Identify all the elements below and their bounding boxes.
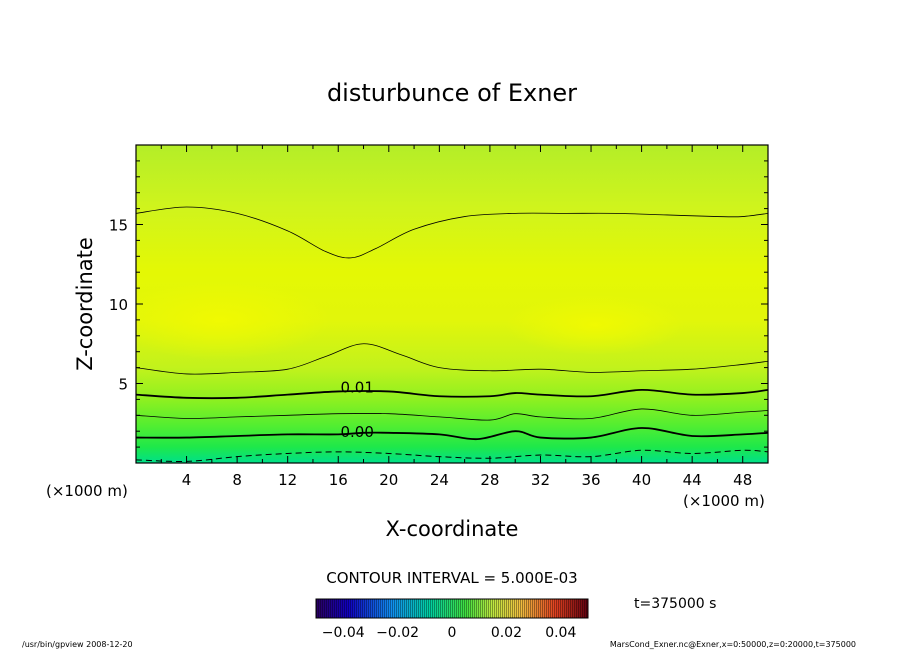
footer-left: /usr/bin/gpview 2008-12-20: [22, 640, 133, 649]
contour-line-1: [136, 427, 768, 441]
contour-lines: [136, 206, 768, 463]
x-tick-label: 12: [278, 471, 297, 489]
colorbar: −0.04 −0.02 0 0.02 0.04: [315, 598, 589, 641]
x-tick-label: 16: [329, 471, 348, 489]
contour-labels: 0.01 0.00: [340, 379, 373, 442]
contour-line-2: [136, 408, 768, 421]
colorbar-labels: −0.04 −0.02 0 0.02 0.04: [322, 625, 577, 641]
x-tick-label: 44: [683, 471, 702, 489]
contour-label-1: 0.00: [340, 423, 373, 441]
contour-field: [136, 145, 768, 463]
contour-line-0: [136, 449, 768, 463]
x-tick-labels: 4 8 12 16 20 24 28 32 36 40 44 48: [182, 471, 752, 489]
contour-line-4: [136, 343, 768, 375]
x-tick-label: 28: [480, 471, 499, 489]
x-tick-label: 32: [531, 471, 550, 489]
y-tick-label: 15: [109, 217, 128, 235]
colorbar-label: 0.04: [545, 625, 576, 641]
axis-ticks: [136, 145, 768, 463]
x-tick-label: 20: [379, 471, 398, 489]
contour-line-5: [136, 206, 768, 259]
y-tick-label: 5: [118, 376, 128, 394]
y-axis-label: Z-coordinate: [73, 237, 97, 371]
x-axis-label: X-coordinate: [386, 517, 519, 541]
colorbar-label: −0.04: [322, 625, 365, 641]
x-unit-label: (×1000 m): [683, 492, 765, 510]
x-tick-label: 48: [733, 471, 752, 489]
x-tick-label: 4: [182, 471, 192, 489]
colorbar-label: 0.02: [491, 625, 522, 641]
y-tick-label: 10: [109, 296, 128, 314]
x-tick-label: 8: [232, 471, 242, 489]
footer-right: MarsCond_Exner.nc@Exner,x=0:50000,z=0:20…: [609, 640, 856, 649]
colorbar-stripes: [316, 599, 588, 618]
field-maximum-right: [505, 295, 685, 355]
y-tick-labels: 5 10 15: [109, 217, 128, 394]
chart-title: disturbunce of Exner: [327, 79, 577, 107]
time-annotation: t=375000 s: [634, 596, 716, 612]
contour-label-0: 0.01: [340, 379, 373, 397]
contour-interval-label: CONTOUR INTERVAL = 5.000E-03: [326, 569, 577, 587]
x-tick-label: 24: [430, 471, 449, 489]
colorbar-frame: [315, 598, 589, 619]
y-unit-label: (×1000 m): [46, 482, 128, 500]
field-maximum-left: [136, 280, 330, 360]
colorbar-label: −0.02: [376, 625, 419, 641]
x-tick-label: 36: [581, 471, 600, 489]
contour-line-3: [136, 388, 768, 400]
x-tick-label: 40: [632, 471, 651, 489]
colorbar-label: 0: [448, 625, 457, 641]
